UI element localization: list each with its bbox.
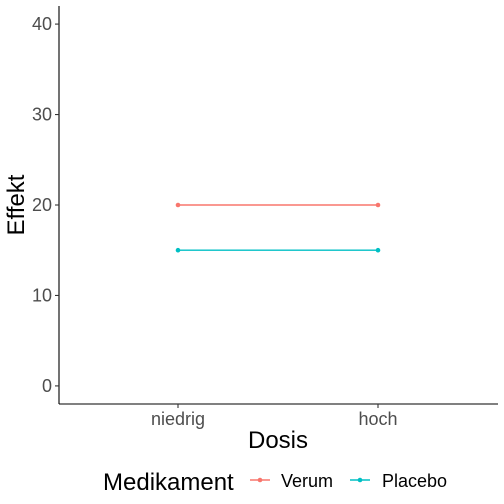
series-verum: [175, 202, 381, 208]
y-tick-label: 10: [32, 285, 52, 305]
legend-label: Placebo: [382, 471, 447, 491]
x-tick-label: hoch: [358, 409, 397, 429]
y-ticks: 0 10 20 30 40: [32, 14, 59, 396]
legend-items: Verum Placebo: [250, 471, 447, 491]
legend-key-point: [357, 477, 363, 483]
series-layer: [175, 202, 381, 253]
x-axis-title: Dosis: [248, 427, 308, 454]
legend-key-point: [257, 477, 263, 483]
series-placebo: [175, 247, 381, 253]
data-point: [175, 202, 181, 208]
data-point: [375, 202, 381, 208]
y-tick-label: 0: [42, 376, 52, 396]
y-tick-label: 20: [32, 195, 52, 215]
x-ticks: niedrig hoch: [151, 404, 398, 429]
x-tick-label: niedrig: [151, 409, 205, 429]
y-tick-label: 30: [32, 105, 52, 125]
legend-item: Verum: [250, 471, 333, 491]
y-axis-title: Effekt: [3, 174, 30, 235]
legend-title: Medikament: [103, 469, 234, 496]
legend: Medikament Verum Placebo: [103, 469, 447, 496]
y-tick-label: 40: [32, 14, 52, 34]
legend-item: Placebo: [350, 471, 447, 491]
legend-label: Verum: [281, 471, 333, 491]
data-point: [175, 247, 181, 253]
data-point: [375, 247, 381, 253]
